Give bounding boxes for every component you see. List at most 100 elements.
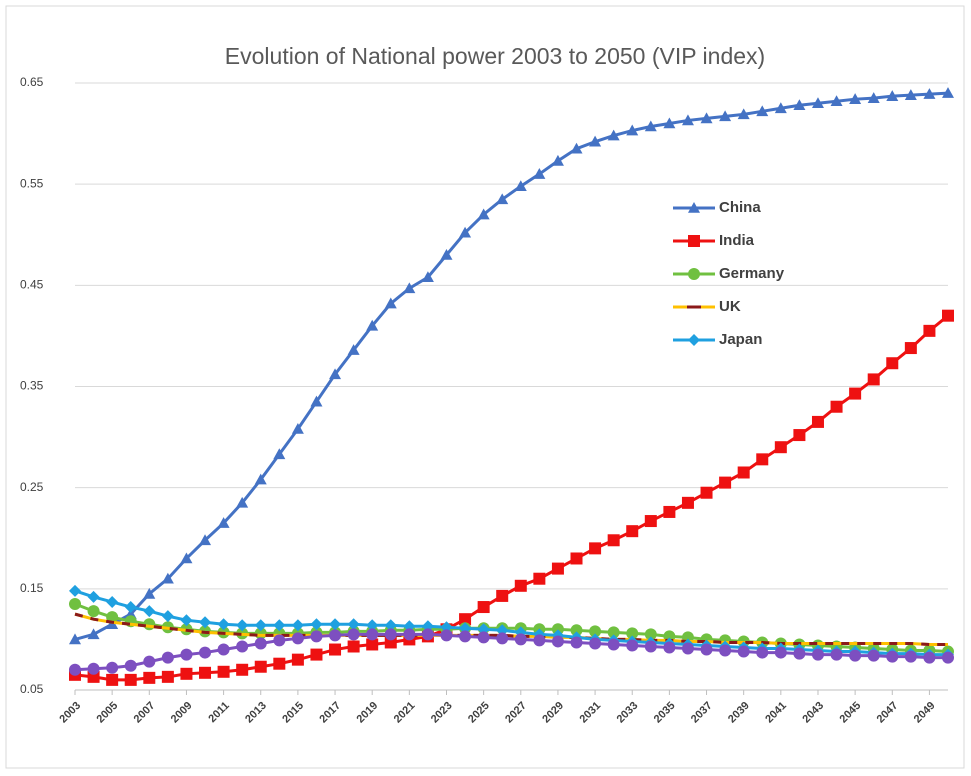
marker: [942, 309, 954, 322]
marker: [459, 226, 472, 238]
marker: [440, 629, 453, 642]
marker: [737, 645, 750, 658]
marker: [199, 616, 212, 629]
marker: [737, 108, 750, 120]
marker: [496, 589, 509, 602]
marker: [236, 619, 249, 632]
marker: [533, 168, 546, 179]
marker: [589, 637, 602, 650]
marker: [886, 90, 899, 101]
marker: [366, 628, 379, 641]
marker: [273, 619, 286, 632]
marker: [607, 534, 620, 547]
marker: [143, 618, 156, 631]
marker: [87, 662, 100, 675]
marker: [811, 97, 824, 109]
marker: [217, 517, 230, 528]
y-tick-label: 0.55: [20, 176, 44, 190]
marker: [69, 663, 81, 676]
marker: [143, 655, 156, 668]
marker: [607, 626, 620, 639]
marker: [254, 637, 267, 650]
marker: [626, 525, 639, 538]
marker: [589, 625, 602, 638]
legend-label: Germany: [719, 265, 785, 282]
marker: [793, 429, 806, 442]
marker: [180, 552, 193, 564]
marker: [514, 633, 527, 646]
marker: [161, 610, 174, 623]
y-tick-label: 0.15: [20, 581, 44, 595]
marker: [570, 624, 583, 637]
marker: [69, 584, 81, 597]
marker: [607, 129, 620, 141]
marker: [254, 473, 267, 485]
marker: [756, 453, 769, 466]
marker: [329, 618, 342, 631]
marker: [551, 623, 564, 636]
marker: [347, 628, 360, 641]
marker: [644, 120, 657, 132]
marker: [69, 598, 81, 611]
marker: [106, 611, 119, 624]
marker: [737, 466, 750, 479]
marker: [124, 601, 137, 614]
marker: [199, 646, 212, 659]
marker: [421, 271, 434, 283]
marker: [607, 638, 620, 651]
marker: [626, 627, 639, 640]
marker: [143, 587, 156, 599]
marker: [774, 102, 787, 114]
marker: [849, 649, 862, 662]
marker: [124, 673, 137, 686]
marker: [273, 448, 286, 460]
marker: [644, 628, 657, 641]
marker: [310, 648, 323, 661]
marker: [291, 619, 304, 632]
marker: [217, 643, 230, 656]
marker: [496, 632, 509, 645]
marker: [254, 660, 267, 673]
marker: [384, 628, 397, 641]
chart-title: Evolution of National power 2003 to 2050…: [225, 43, 765, 69]
marker: [923, 651, 936, 664]
marker: [756, 646, 769, 659]
marker: [421, 628, 434, 641]
marker: [477, 208, 490, 220]
marker: [663, 641, 676, 654]
marker: [236, 663, 249, 676]
marker: [830, 648, 843, 661]
marker: [180, 648, 193, 661]
marker: [867, 373, 880, 386]
marker: [291, 422, 304, 434]
marker: [273, 657, 286, 670]
marker: [496, 193, 509, 205]
marker: [923, 88, 936, 99]
marker: [774, 441, 787, 454]
marker: [87, 590, 100, 603]
marker: [589, 542, 602, 555]
marker: [477, 631, 490, 644]
marker: [830, 400, 843, 413]
marker: [329, 368, 342, 380]
marker: [551, 562, 564, 575]
marker: [688, 334, 700, 346]
marker: [774, 646, 787, 659]
marker: [830, 95, 843, 107]
marker: [329, 643, 342, 656]
marker: [719, 644, 732, 657]
marker: [533, 572, 546, 585]
marker: [384, 619, 397, 632]
marker: [942, 87, 954, 98]
marker: [310, 395, 323, 407]
marker: [514, 180, 527, 191]
marker: [681, 114, 694, 126]
marker: [923, 324, 936, 337]
marker: [589, 135, 602, 147]
marker: [719, 476, 732, 489]
marker: [514, 579, 527, 592]
marker: [180, 667, 193, 680]
marker: [570, 552, 583, 565]
marker: [217, 618, 230, 631]
marker: [551, 635, 564, 648]
